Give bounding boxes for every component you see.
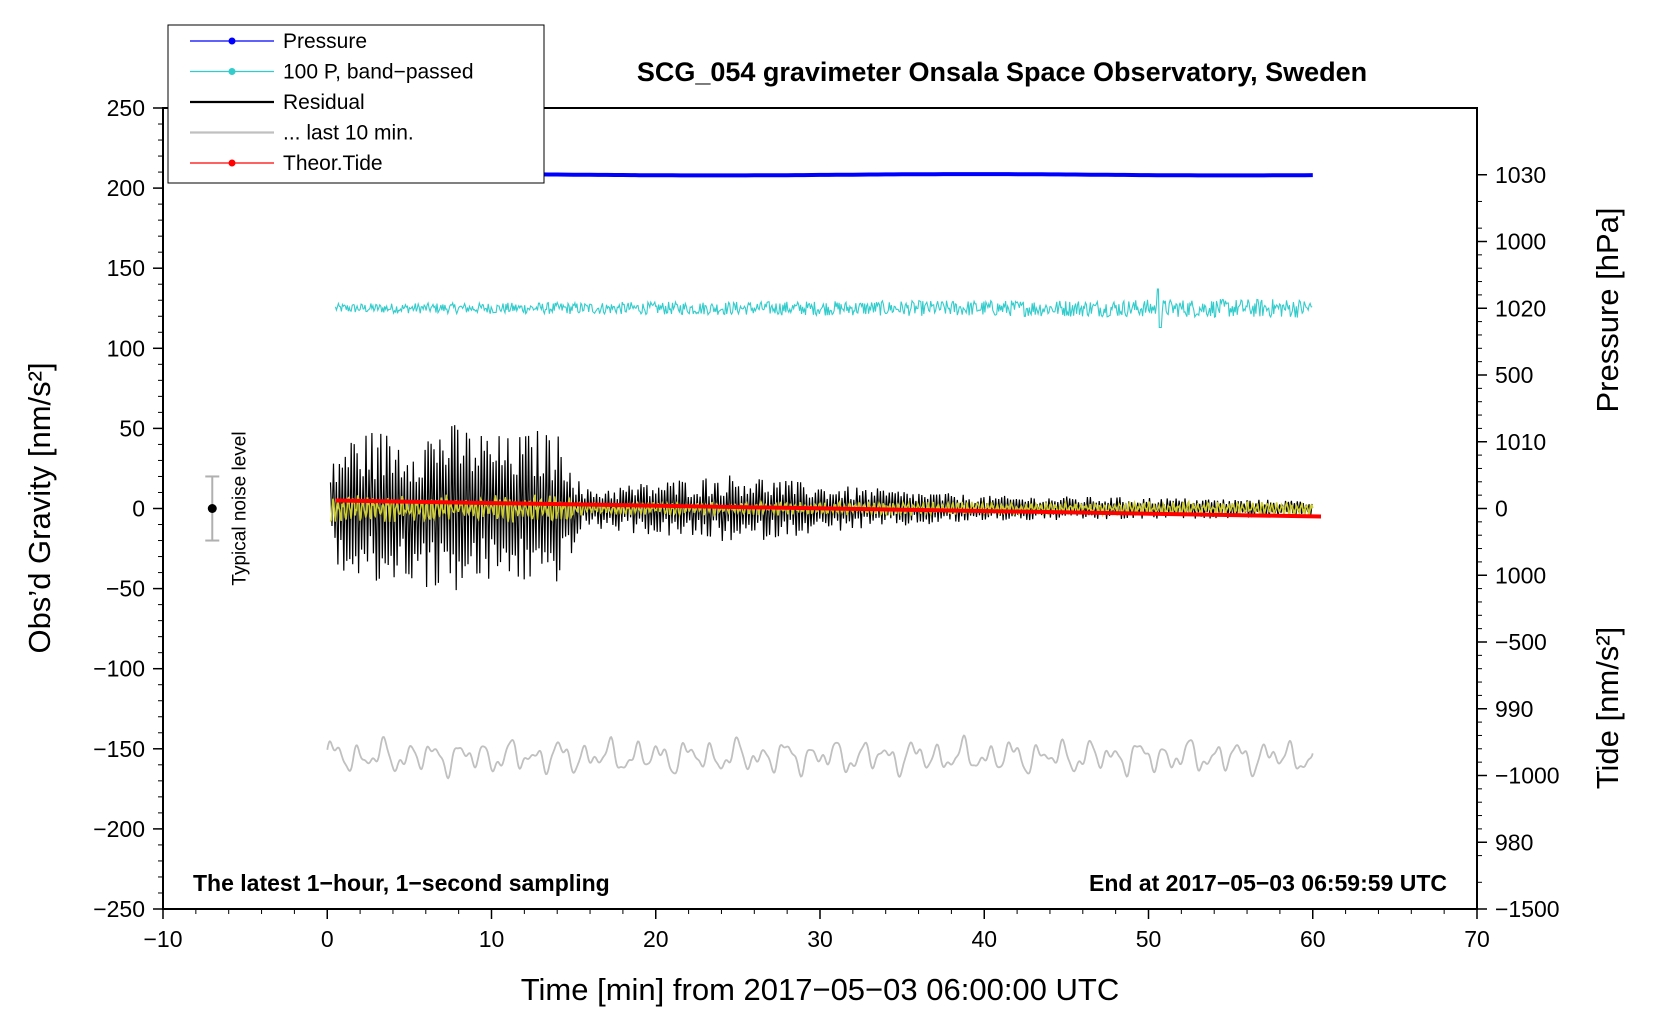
x-tick-label: 60 (1300, 926, 1326, 952)
legend-label: Pressure (283, 30, 367, 53)
x-tick-label: 20 (643, 926, 669, 952)
y-tick-label: 100 (107, 335, 145, 361)
y-tick-label: 50 (119, 415, 145, 441)
tide-tick-label: 500 (1495, 362, 1533, 388)
x-tick-label: 50 (1136, 926, 1162, 952)
x-tick-label: −10 (143, 926, 182, 952)
legend-entry: ... last 10 min. (190, 122, 414, 145)
y-axis-title-left: Obs’d Gravity [nm/s²] (22, 362, 57, 653)
x-tick-label: 70 (1464, 926, 1490, 952)
legend-swatch-marker (228, 68, 236, 75)
note-end-time: End at 2017−05−03 06:59:59 UTC (1089, 870, 1447, 896)
y-axis-title-pressure: Pressure [hPa] (1590, 207, 1625, 412)
y-tick-label: −100 (93, 656, 145, 682)
tide-tick-label: 1000 (1495, 229, 1546, 255)
x-tick-label: 30 (807, 926, 833, 952)
series-last-10-min (326, 734, 1314, 780)
chart-title: SCG_054 gravimeter Onsala Space Observat… (637, 57, 1367, 87)
legend-label: Theor.Tide (283, 152, 383, 175)
noise-level-label: Typical noise level (229, 431, 250, 585)
pressure-tick-label: 1010 (1495, 429, 1546, 455)
legend-entry: Theor.Tide (190, 152, 383, 175)
series-residual (329, 425, 1313, 591)
y-tick-label: 250 (107, 95, 145, 121)
y-tick-label: 0 (132, 496, 145, 522)
legend-label: Residual (283, 91, 365, 114)
legend-box (167, 24, 545, 184)
y-axis-title-tide: Tide [nm/s²] (1590, 627, 1625, 790)
pressure-tick-label: 990 (1495, 696, 1533, 722)
note-latest-hour: The latest 1−hour, 1−second sampling (193, 870, 610, 896)
legend-label: 100 P, band−passed (283, 61, 474, 84)
x-tick-label: 0 (321, 926, 334, 952)
legend: Pressure 100 P, band−passed Residual ... la… (167, 24, 545, 184)
series-band-passed-pressure (334, 288, 1313, 329)
legend-label: ... last 10 min. (283, 122, 414, 145)
legend-swatch-marker (228, 37, 236, 45)
y-tick-label: −200 (93, 816, 145, 842)
pressure-tick-label: 1000 (1495, 562, 1546, 588)
series-theoretical-tide (335, 498, 1322, 519)
tide-tick-label: −500 (1495, 629, 1547, 655)
noise-level-indicator: Typical noise level (205, 431, 250, 586)
legend-entry: 100 P, band−passed (190, 61, 474, 84)
pressure-tick-label: 1030 (1495, 162, 1546, 188)
tide-tick-label: −1000 (1495, 763, 1560, 789)
pressure-tick-label: 1020 (1495, 295, 1546, 321)
axis-ticks: −10 0 10 20 30 40 50 60 70−250−200−150−100−50050… (93, 95, 1559, 952)
tide-tick-label: −1500 (1495, 896, 1560, 922)
legend-entry: Residual (190, 91, 365, 114)
series-residual-filtered (329, 494, 1314, 523)
y-tick-label: −50 (106, 576, 145, 602)
y-tick-label: 150 (107, 255, 145, 281)
y-tick-label: −150 (93, 736, 145, 762)
noise-bar-center-dot (207, 504, 217, 513)
x-axis-title: Time [min] from 2017−05−03 06:00:00 UTC (521, 972, 1120, 1007)
x-tick-label: 40 (971, 926, 997, 952)
tide-tick-label: 0 (1495, 496, 1508, 522)
y-tick-label: −250 (93, 896, 145, 922)
y-tick-label: 200 (107, 175, 145, 201)
x-tick-label: 10 (479, 926, 505, 952)
legend-swatch-marker (228, 159, 236, 167)
pressure-tick-label: 980 (1495, 829, 1533, 855)
legend-entry: Pressure (190, 30, 367, 53)
plot-frame (162, 107, 1478, 910)
